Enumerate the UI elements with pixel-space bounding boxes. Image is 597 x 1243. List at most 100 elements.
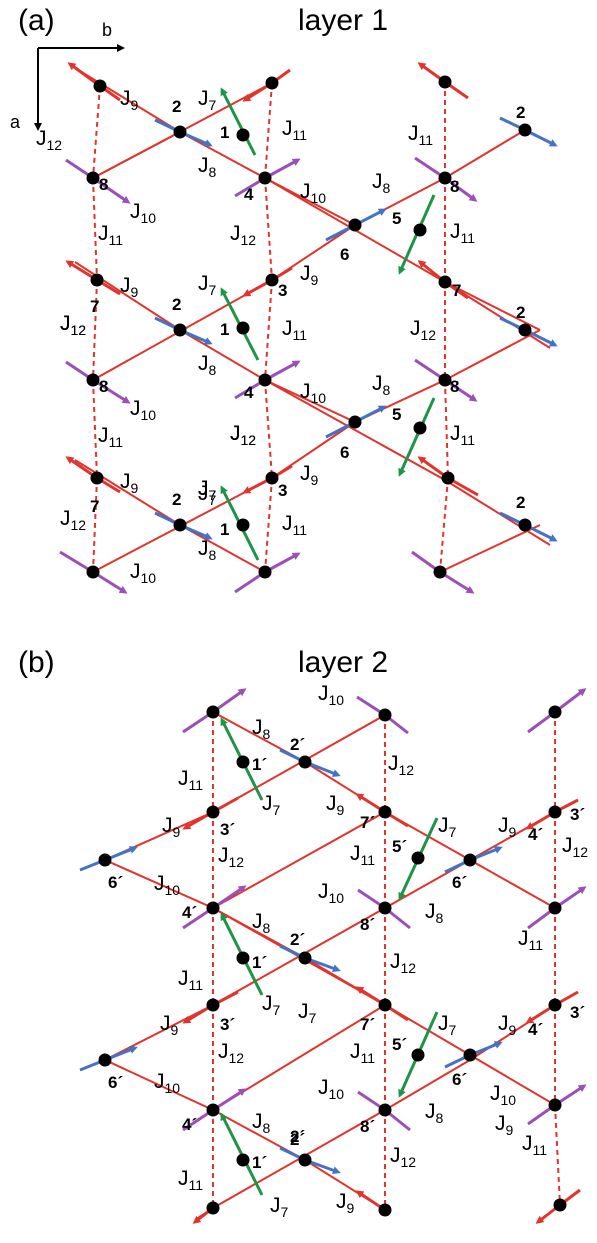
- axis-indicator: b a: [10, 20, 125, 132]
- site: [518, 123, 532, 137]
- site: [378, 998, 392, 1012]
- site: [206, 998, 220, 1012]
- spin-arrow: [92, 378, 131, 404]
- exchange-coupling-label: J8: [252, 910, 271, 936]
- site-index-label: 5´: [392, 837, 407, 856]
- exchange-coupling-label: J12: [36, 127, 62, 153]
- exchange-coupling-label: J11: [282, 117, 307, 143]
- site: [463, 853, 477, 867]
- site-index-label: 7´: [360, 813, 375, 832]
- site: [90, 471, 104, 485]
- site-index-label: 7: [90, 297, 99, 316]
- site-index-label: 2´: [290, 1127, 305, 1146]
- site-index-label: 6´: [108, 873, 123, 892]
- site-index-label: 8: [99, 377, 108, 396]
- dashed-bond: [439, 477, 449, 573]
- dashed-bond: [92, 85, 101, 179]
- site: [90, 273, 104, 287]
- exchange-coupling-label: J10: [318, 682, 344, 708]
- site: [378, 1203, 392, 1217]
- site-index-label: 2: [516, 103, 525, 122]
- dashed-bond: [554, 1104, 561, 1206]
- exchange-coupling-label: J11: [350, 842, 375, 868]
- exchange-coupling-label: J7: [438, 814, 457, 840]
- site: [258, 565, 272, 579]
- site-index-label: 3: [278, 481, 287, 500]
- exchange-coupling-label: J11: [178, 767, 203, 793]
- exchange-coupling-label: J11: [98, 222, 123, 248]
- site-index-label: 2: [172, 295, 181, 314]
- exchange-coupling-label: J9: [160, 1012, 179, 1038]
- site-index-label: 7: [90, 497, 99, 516]
- site-index-label: 3: [278, 281, 287, 300]
- exchange-coupling-label: J8: [198, 537, 217, 563]
- exchange-coupling-label: J7: [198, 482, 217, 508]
- sites-layer-2: [98, 705, 567, 1217]
- site: [265, 273, 279, 287]
- dashed-bond: [92, 177, 98, 281]
- dashed-bond: [92, 379, 98, 479]
- panel-b: (b) layer 2: [18, 646, 588, 1224]
- site-index-label: 1´: [252, 755, 267, 774]
- site-index-label: 3´: [220, 1015, 235, 1034]
- site-index-label: 3´: [570, 1003, 585, 1022]
- site: [348, 218, 362, 232]
- dashed-bond: [264, 477, 273, 573]
- site-index-label: 6´: [452, 1070, 467, 1089]
- site-index-label: 1´: [252, 1153, 267, 1172]
- exchange-coupling-label: J11: [522, 1132, 547, 1158]
- panel-a-title: layer 1: [298, 4, 388, 37]
- exchange-coupling-label: J10: [130, 397, 156, 423]
- bond-line: [104, 1059, 386, 1211]
- site: [411, 1048, 425, 1062]
- site: [438, 171, 452, 185]
- site: [236, 951, 250, 965]
- bonds-layer-1: [74, 67, 551, 573]
- dashed-bond: [444, 379, 449, 479]
- exchange-coupling-label: J12: [390, 950, 416, 976]
- site: [173, 518, 187, 532]
- site-index-label: 5: [392, 209, 401, 228]
- site-index-label: 4´: [182, 1115, 197, 1134]
- exchange-coupling-label: J8: [252, 1110, 271, 1136]
- site: [206, 1201, 220, 1215]
- site: [298, 755, 312, 769]
- exchange-coupling-label: J9: [498, 1012, 517, 1038]
- exchange-coupling-label: J10: [130, 200, 156, 226]
- exchange-coupling-label: J8: [198, 154, 217, 180]
- exchange-coupling-label: J10: [130, 560, 156, 586]
- exchange-coupling-label: J9: [300, 462, 319, 488]
- exchange-coupling-label: J12: [390, 1144, 416, 1170]
- site: [258, 171, 272, 185]
- dashed-bond: [264, 82, 273, 179]
- site-index-label: 3´: [220, 820, 235, 839]
- exchange-coupling-label: J11: [98, 424, 123, 450]
- exchange-coupling-label: J10: [490, 1082, 516, 1108]
- exchange-coupling-label: J12: [230, 422, 256, 448]
- exchange-coupling-label: J11: [350, 1040, 375, 1066]
- exchange-coupling-label: J8: [252, 716, 271, 742]
- site-index-label: 6´: [452, 873, 467, 892]
- site-index-label: 2´: [290, 930, 305, 949]
- site: [86, 373, 100, 387]
- site: [378, 805, 392, 819]
- panel-b-title: layer 2: [298, 646, 388, 679]
- b-axis-label: b: [102, 20, 112, 40]
- site: [298, 951, 312, 965]
- site: [206, 901, 220, 915]
- site-index-label: 8´: [360, 1117, 375, 1136]
- site: [206, 805, 220, 819]
- site: [265, 471, 279, 485]
- exchange-coupling-label: J7: [298, 1000, 317, 1026]
- exchange-coupling-label: J9: [120, 470, 139, 496]
- site: [173, 323, 187, 337]
- site: [438, 75, 452, 89]
- site: [378, 1103, 392, 1117]
- exchange-coupling-label: J12: [60, 312, 86, 338]
- dashed-bond: [264, 379, 273, 479]
- site-index-label: 2´: [290, 735, 305, 754]
- exchange-coupling-label: J9: [498, 814, 517, 840]
- exchange-coupling-label: J10: [318, 1076, 344, 1102]
- exchange-coupling-label: J8: [198, 352, 217, 378]
